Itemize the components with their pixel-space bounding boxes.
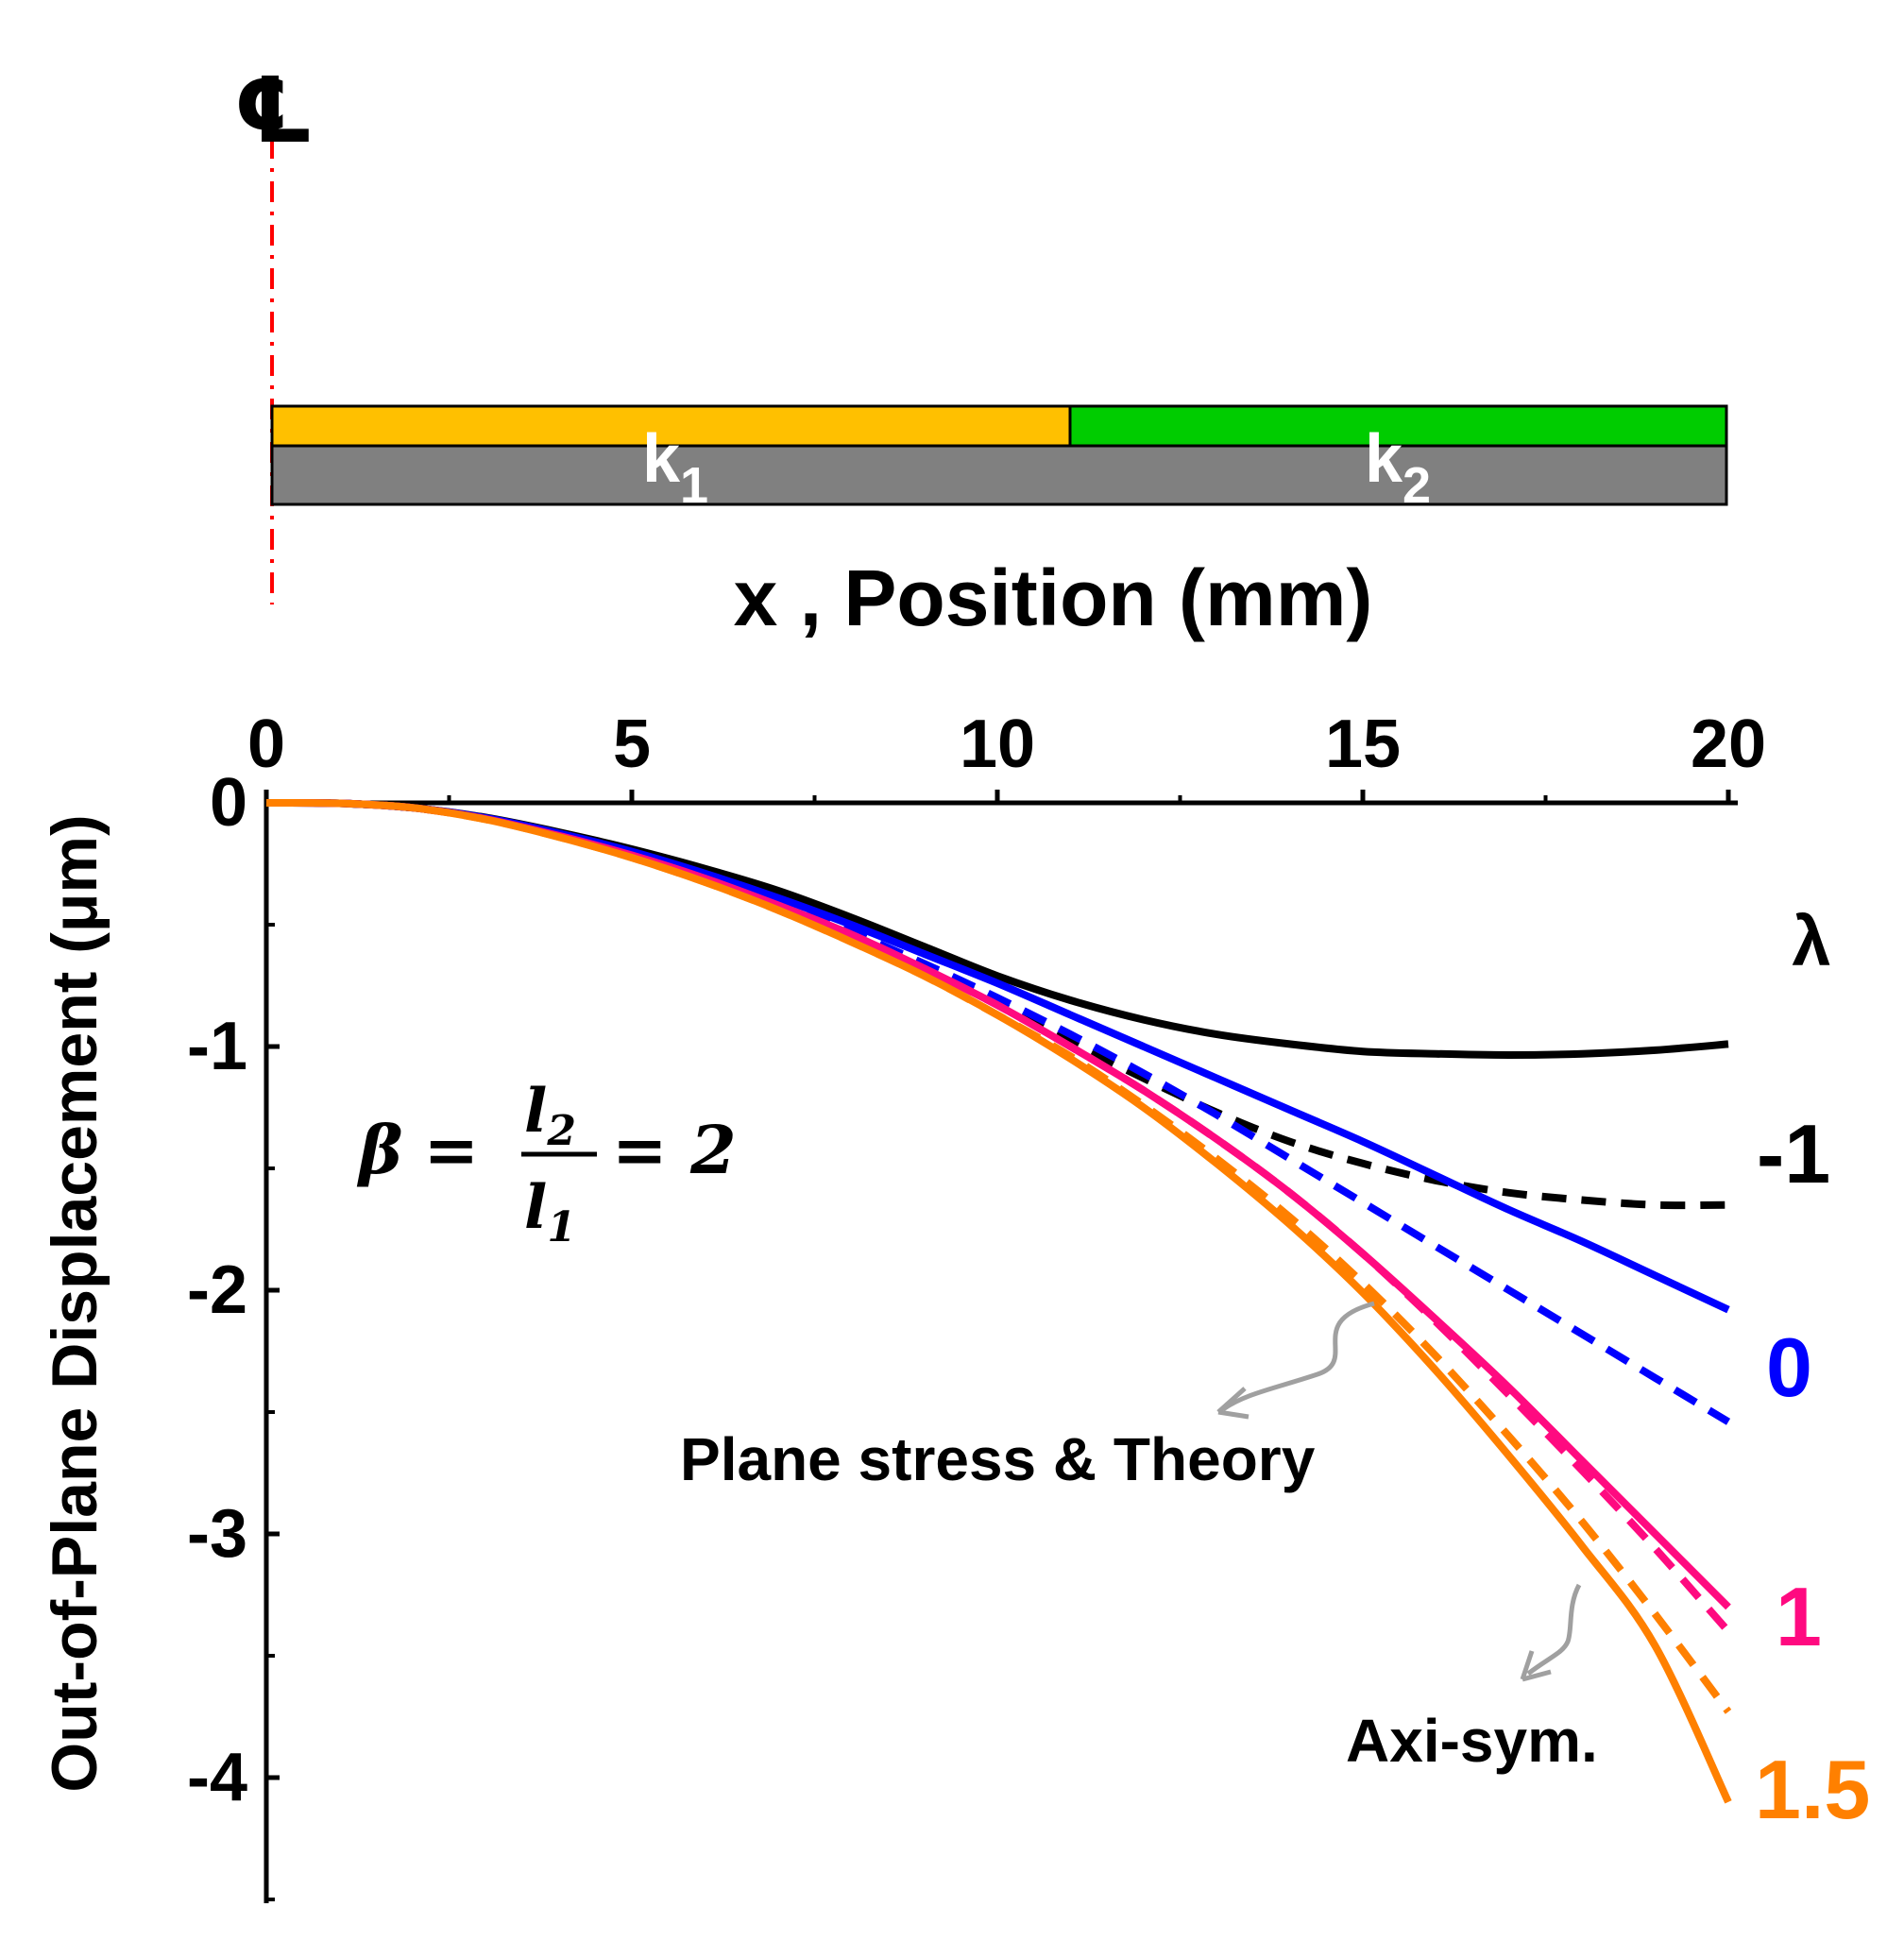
annotation-plane-stress-text: Plane stress & Theory <box>680 1425 1316 1493</box>
series-group <box>265 798 1732 1804</box>
layer-k1-letter: k <box>642 421 681 497</box>
x-tick-label: 0 <box>247 707 285 782</box>
y-ticks: 0 -1 -2 -3 -4 <box>187 765 280 1901</box>
layer-k1-label: k1 <box>642 421 708 514</box>
schematic: ℄ k1 k2 <box>233 60 1728 604</box>
numerator-sub: 2 <box>546 1107 576 1155</box>
substrate-layer <box>270 444 1728 506</box>
end-label-lambda-neg1: -1 <box>1757 1107 1830 1200</box>
y-tick-label: -4 <box>187 1740 247 1815</box>
series-lambda-1-5-plane-stress <box>265 798 1732 1804</box>
annotation-arrowhead-axisym <box>1520 1650 1552 1682</box>
denominator-sub: 1 <box>547 1203 576 1251</box>
beta-lhs: β = <box>356 1111 479 1189</box>
layer-k1 <box>270 404 1072 448</box>
end-label-lambda-0: 0 <box>1766 1320 1812 1414</box>
beta-equation: β = l2 l1 = 2 <box>356 1076 737 1251</box>
layer-k1-sub: 1 <box>680 457 708 514</box>
axes <box>264 800 1738 1903</box>
x-tick-label: 5 <box>613 707 651 782</box>
numerator-letter: l <box>524 1076 547 1147</box>
series-lambda-0-axisym <box>265 798 1731 1425</box>
y-tick-label: -3 <box>187 1496 247 1572</box>
centerline-symbol: ℄ <box>233 60 314 162</box>
x-tick-label: 15 <box>1325 707 1401 782</box>
beta-denominator: l1 <box>524 1172 576 1251</box>
layer-k2-label: k2 <box>1365 421 1431 514</box>
y-tick-label: 0 <box>210 765 247 841</box>
y-tick-label: -1 <box>187 1009 247 1084</box>
beta-numerator: l2 <box>524 1076 576 1155</box>
x-tick-label: 20 <box>1691 707 1766 782</box>
x-axis-title: x , Position (mm) <box>734 553 1373 642</box>
end-label-lambda-1: 1 <box>1776 1570 1822 1663</box>
end-label-lambda-1-5: 1.5 <box>1755 1743 1870 1836</box>
layer-k2-sub: 2 <box>1402 457 1431 514</box>
y-tick-label: -2 <box>187 1252 247 1328</box>
layer-k2-letter: k <box>1365 421 1403 497</box>
x-ticks: 0 5 10 15 20 <box>247 707 1766 803</box>
legend-title: λ <box>1792 902 1830 980</box>
annotation-axisym: Axi-sym. <box>1346 1583 1598 1775</box>
beta-symbol: β <box>356 1111 402 1189</box>
series-lambda-1-axisym <box>265 798 1731 1634</box>
y-axis-title: Out-of-Plane Displacement (μm) <box>39 814 110 1792</box>
beta-rhs: = 2 <box>612 1111 737 1189</box>
annotation-arrowhead-plane-stress <box>1216 1387 1250 1420</box>
annotation-axisym-text: Axi-sym. <box>1346 1707 1598 1775</box>
beta-equals: = <box>423 1111 479 1189</box>
annotation-plane-stress: Plane stress & Theory <box>680 1301 1375 1493</box>
annotation-arrow-axisym <box>1526 1583 1582 1676</box>
x-tick-label: 10 <box>960 707 1035 782</box>
series-lambda-1-5-axisym <box>265 798 1732 1714</box>
annotation-arrow-plane-stress <box>1221 1301 1375 1412</box>
layer-k2 <box>1068 404 1728 448</box>
denominator-letter: l <box>524 1172 547 1243</box>
